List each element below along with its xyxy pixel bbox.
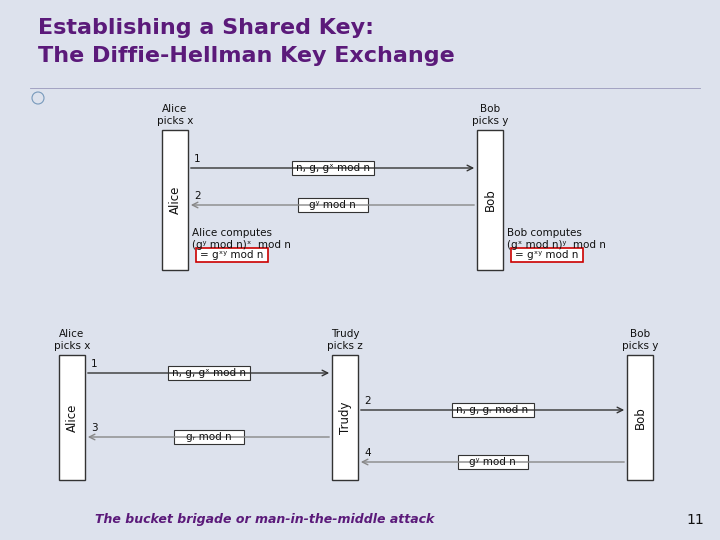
Text: = gˣʸ mod n: = gˣʸ mod n [516,250,579,260]
Text: The Diffie-Hellman Key Exchange: The Diffie-Hellman Key Exchange [38,46,455,66]
Bar [297,198,367,212]
Bar [196,248,268,262]
Bar [174,430,243,444]
Text: Alice computes
(gʸ mod n)ˣ  mod n: Alice computes (gʸ mod n)ˣ mod n [192,228,291,249]
Text: Bob
picks y: Bob picks y [622,329,658,351]
Text: 11: 11 [686,513,704,527]
Bar [162,130,188,270]
Text: Bob computes
(gˣ mod n)ʸ  mod n: Bob computes (gˣ mod n)ʸ mod n [507,228,606,249]
Bar [477,130,503,270]
Text: 3: 3 [91,423,98,433]
Bar [451,403,534,417]
Text: 2: 2 [194,191,201,201]
Text: Bob: Bob [484,188,497,211]
Text: 1: 1 [91,359,98,369]
Text: Establishing a Shared Key:: Establishing a Shared Key: [38,18,374,38]
Text: Alice: Alice [66,403,78,431]
Bar [292,161,374,175]
Text: = gˣʸ mod n: = gˣʸ mod n [200,250,264,260]
Text: gᵣ mod n: gᵣ mod n [186,432,231,442]
Bar [627,355,653,480]
Text: Trudy: Trudy [338,401,351,434]
Text: Alice
picks x: Alice picks x [54,329,90,351]
Text: n, g, gˣ mod n: n, g, gˣ mod n [295,163,369,173]
Text: gʸ mod n: gʸ mod n [469,457,516,467]
Text: Bob: Bob [634,406,647,429]
Text: n, g, gᵣ mod n: n, g, gᵣ mod n [456,405,528,415]
Text: n, g, gˣ mod n: n, g, gˣ mod n [171,368,246,378]
Bar [59,355,85,480]
Bar [332,355,358,480]
Text: 2: 2 [364,396,371,406]
Text: Trudy
picks z: Trudy picks z [327,329,363,351]
Text: Alice: Alice [168,186,181,214]
Text: Bob
picks y: Bob picks y [472,104,508,126]
Bar [511,248,583,262]
Text: gʸ mod n: gʸ mod n [309,200,356,210]
Text: Alice
picks x: Alice picks x [157,104,193,126]
Bar [457,455,528,469]
Text: 4: 4 [364,448,371,458]
Text: The bucket brigade or man-in-the-middle attack: The bucket brigade or man-in-the-middle … [95,514,435,526]
Text: 1: 1 [194,154,201,164]
Bar [168,366,250,380]
